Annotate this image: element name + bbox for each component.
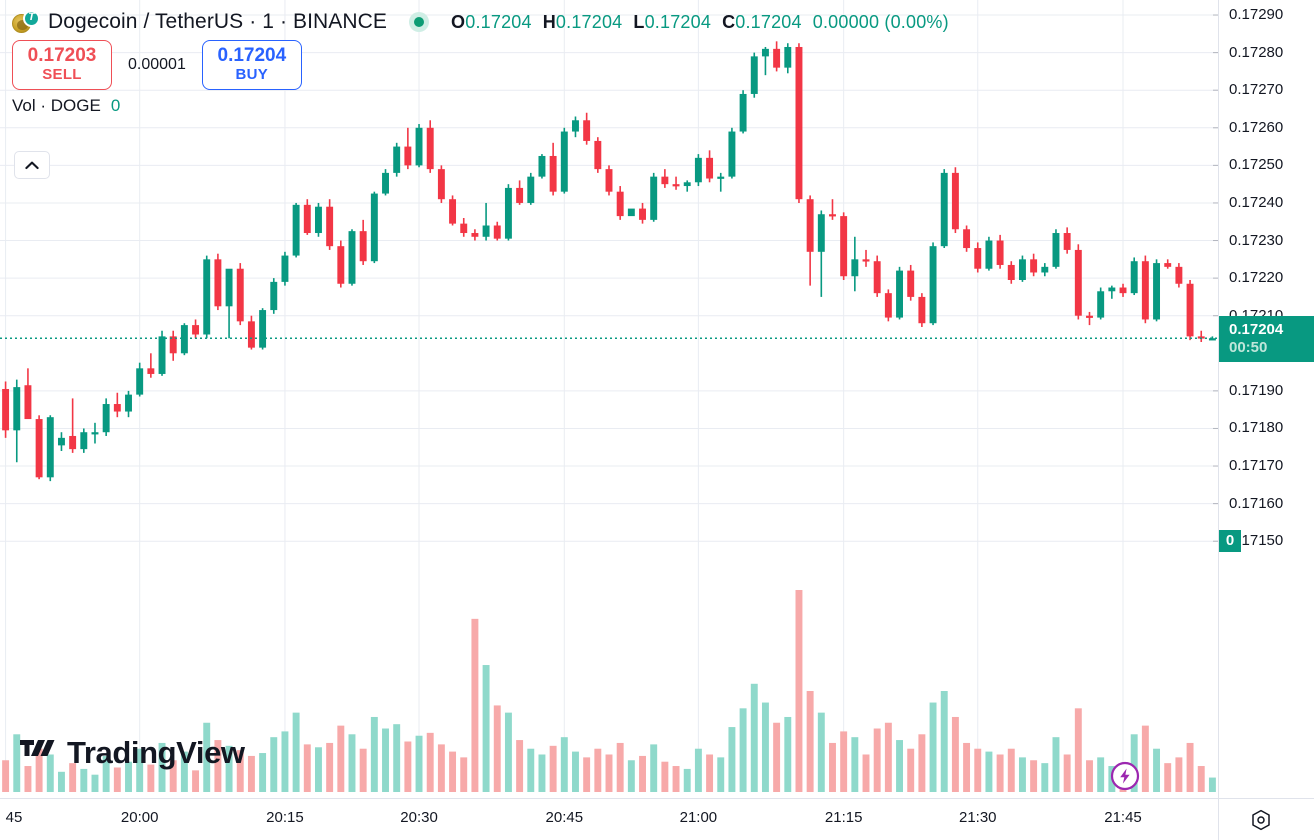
axis-divider	[1218, 799, 1219, 840]
ohlc-low-label: L	[633, 11, 645, 32]
sell-label: SELL	[42, 65, 82, 83]
chevron-up-icon	[25, 161, 39, 170]
price-tick: 0.17220	[1229, 269, 1284, 287]
time-tick: 21:45	[1104, 809, 1142, 826]
buy-price: 0.17204	[217, 45, 287, 67]
ohlc-high-value: 0.17204	[555, 11, 623, 32]
current-price-badge[interactable]: 0.17204 00:50	[1219, 316, 1314, 362]
time-tick: 20:15	[266, 809, 304, 826]
volume-legend-row: Vol · DOGE 0	[12, 93, 1202, 119]
chart-canvas[interactable]	[0, 0, 1218, 798]
volume-legend-value: 0	[110, 96, 121, 115]
volume-legend-label[interactable]: Vol · DOGE	[12, 96, 101, 115]
price-tick: 0.17150	[1229, 532, 1284, 550]
ohlc-close-label: C	[722, 11, 736, 32]
sell-price: 0.17203	[27, 45, 97, 67]
symbol-header-row: Dogecoin / TetherUS · 1 · BINANCE O0.172…	[12, 6, 1202, 38]
chart-settings-icon[interactable]	[1249, 808, 1273, 837]
time-tick: 45	[5, 809, 23, 826]
time-tick: 21:00	[679, 809, 718, 826]
ohlc-close-value: 0.17204	[735, 11, 802, 32]
ohlc-open-value: 0.17204	[465, 11, 532, 32]
collapse-legend-button[interactable]	[14, 151, 50, 179]
price-tick: 0.17190	[1229, 381, 1284, 399]
time-axis[interactable]: 45 20:00 20:15 20:30 20:45 21:00 21:15 21:30 21:…	[0, 798, 1314, 840]
time-tick: 21:15	[824, 809, 863, 826]
spread-value: 0.00001	[128, 56, 186, 73]
price-tick: 0.17230	[1229, 231, 1284, 249]
market-open-dot-icon[interactable]	[409, 12, 430, 32]
lightning-bolt-icon[interactable]	[1110, 761, 1140, 796]
price-tick: 0.17280	[1229, 43, 1284, 61]
ohlc-open-label: O	[451, 11, 466, 32]
time-tick: 20:00	[120, 809, 159, 826]
price-tick: 0.17260	[1229, 118, 1284, 136]
symbol-title[interactable]: Dogecoin / TetherUS · 1 · BINANCE	[48, 10, 388, 33]
current-price-value: 0.17204	[1229, 321, 1284, 339]
sell-button[interactable]: 0.17203 SELL	[12, 40, 112, 90]
bar-countdown: 00:50	[1229, 338, 1268, 356]
price-axis[interactable]: 0.17290 0.17280 0.17270 0.17260 0.17250 0.172…	[1218, 0, 1314, 798]
buy-button[interactable]: 0.17204 BUY	[201, 40, 302, 90]
ohlc-low-value: 0.17204	[644, 11, 712, 32]
chart-legend: Dogecoin / TetherUS · 1 · BINANCE O0.172…	[12, 6, 1202, 119]
volume-value-badge: 0	[1219, 530, 1241, 553]
price-tick: 0.17240	[1229, 193, 1284, 211]
price-tick: 0.17170	[1229, 457, 1284, 475]
time-tick: 20:30	[400, 809, 438, 826]
ohlc-change: 0.00000 (0.00%)	[812, 11, 949, 32]
price-tick: 0.17160	[1229, 494, 1284, 512]
buy-label: BUY	[235, 65, 269, 83]
time-tick: 20:45	[545, 809, 584, 826]
time-tick: 21:30	[958, 809, 997, 826]
ohlc-values: O0.17204 H0.17204 L0.17204 C0.17204 0.00000 …	[451, 12, 949, 33]
price-tick: 0.17290	[1229, 6, 1284, 24]
price-tick: 0.17270	[1229, 81, 1284, 99]
price-tick: 0.17250	[1229, 156, 1284, 174]
dogecoin-tether-logo-icon	[12, 10, 40, 34]
ohlc-high-label: H	[542, 11, 556, 32]
price-tick: 0.17180	[1229, 419, 1284, 437]
trade-buttons-row: 0.17203 SELL 0.00001 0.17204 BUY	[12, 40, 1202, 90]
chart-pane[interactable]	[0, 0, 1218, 798]
